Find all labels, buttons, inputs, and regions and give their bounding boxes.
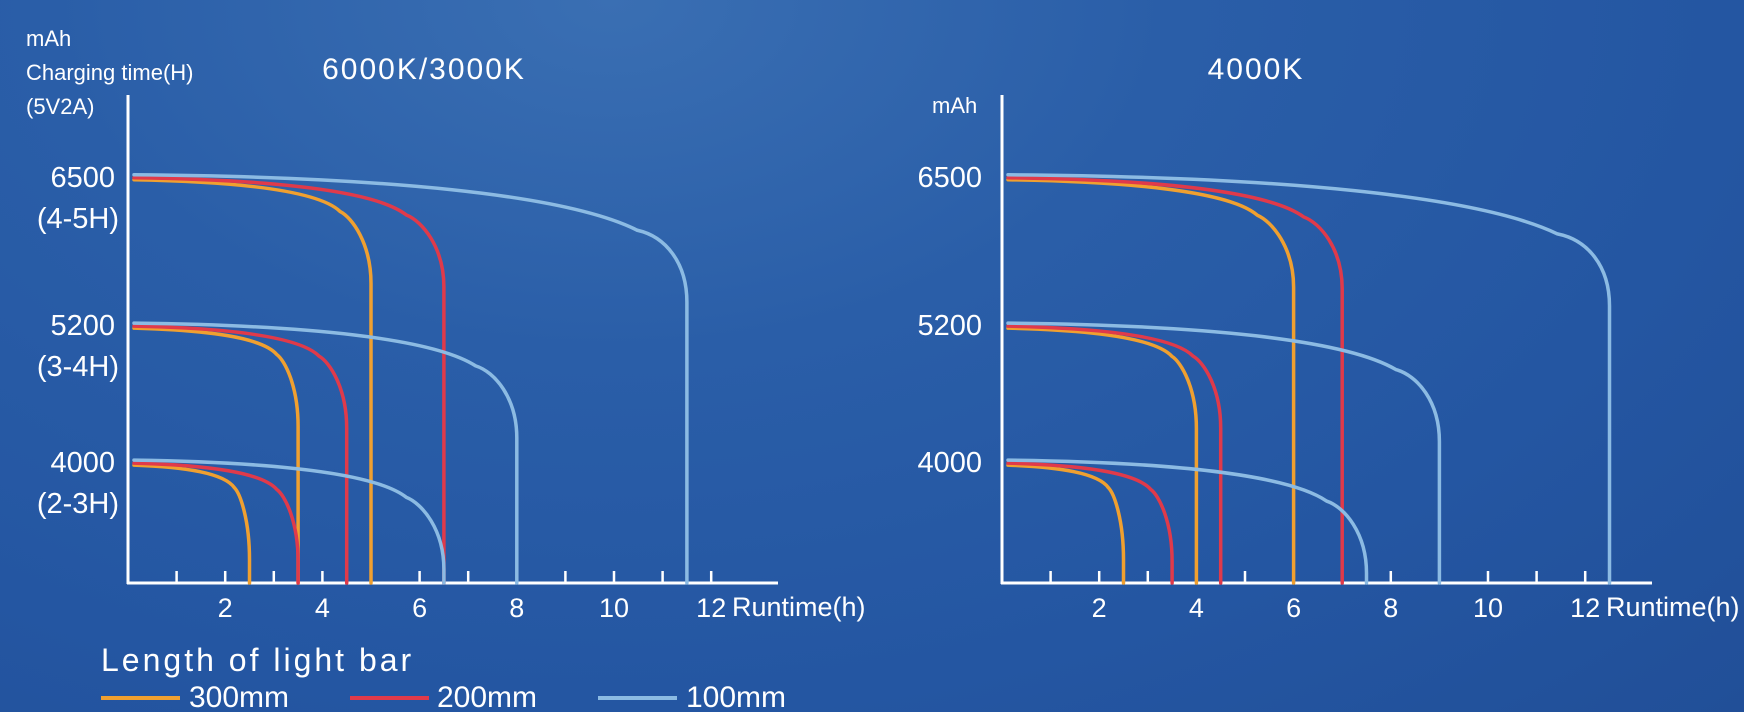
left-curve-5200-200mm	[132, 324, 349, 585]
right-curve-5200-100mm	[1006, 321, 1442, 585]
left-x-tick-label-8: 8	[509, 593, 524, 623]
right-curve-4000-200mm	[1006, 461, 1174, 585]
left-x-tick-label-2: 2	[218, 593, 233, 623]
left-y-label-line-2: Charging time(H)	[26, 60, 194, 85]
legend-title: Length of light bar	[101, 642, 414, 678]
right-curve-6500-100mm	[1006, 173, 1612, 585]
right-x-tick-label-10: 10	[1473, 593, 1503, 623]
left-x-tick-label-10: 10	[599, 593, 629, 623]
left-y-label-5200: 5200	[50, 310, 115, 342]
right-y-label-5200: 5200	[917, 310, 982, 342]
legend-label-300mm: 300mm	[189, 681, 289, 712]
legend: Length of light bar 300mm 200mm 100mm	[101, 642, 786, 712]
left-curve-4000-100mm	[132, 458, 446, 585]
left-y-label-line-3: (5V2A)	[26, 94, 94, 119]
left-curve-5200-300mm	[132, 326, 300, 585]
left-y-label-4000: 4000	[50, 447, 115, 479]
left-x-tick-label-12: 12	[696, 593, 726, 623]
left-y-label-6500: 6500	[50, 162, 115, 194]
right-x-tick-label-6: 6	[1286, 593, 1301, 623]
right-curve-5200-200mm	[1006, 324, 1223, 585]
right-x-tick-label-4: 4	[1189, 593, 1204, 623]
right-y-label-line-1: mAh	[932, 93, 977, 118]
right-x-axis-label: Runtime(h)	[1606, 592, 1740, 622]
left-y-sublabel-6500: (4-5H)	[37, 203, 119, 235]
left-x-axis-label: Runtime(h)	[732, 592, 866, 622]
left-x-tick-label-6: 6	[412, 593, 427, 623]
right-chart-title: 4000K	[1208, 53, 1305, 86]
left-y-sublabel-4000: (2-3H)	[37, 488, 119, 520]
right-curve-4000-100mm	[1006, 458, 1369, 585]
left-x-tick-label-4: 4	[315, 593, 330, 623]
right-y-label-6500: 6500	[917, 162, 982, 194]
left-plot: 2 4 6 8 10 12 6500 (4-5H) 5200 (3-4H) 4000 (2-3H)	[37, 95, 778, 623]
right-curve-6500-300mm	[1006, 178, 1296, 585]
left-curve-4000-300mm	[132, 463, 252, 585]
left-curve-4000-200mm	[132, 461, 300, 585]
left-curve-6500-200mm	[132, 176, 446, 585]
left-chart: 6000K/3000K mAh Charging time(H) (5V2A) …	[26, 26, 866, 622]
right-curve-4000-300mm	[1006, 463, 1126, 585]
legend-label-200mm: 200mm	[437, 681, 537, 712]
right-curve-6500-200mm	[1006, 176, 1344, 585]
right-chart: 4000K mAh Runtime(h)	[932, 53, 1740, 622]
left-curve-5200-100mm	[132, 321, 519, 585]
legend-label-100mm: 100mm	[686, 681, 786, 712]
left-y-label-line-1: mAh	[26, 26, 71, 51]
left-curve-6500-100mm	[132, 173, 689, 585]
right-x-tick-label-12: 12	[1570, 593, 1600, 623]
right-x-tick-label-8: 8	[1383, 593, 1398, 623]
left-curve-6500-300mm	[132, 178, 373, 585]
left-y-sublabel-5200: (3-4H)	[37, 351, 119, 383]
left-chart-title: 6000K/3000K	[322, 53, 526, 86]
plot-layer: 2 4 6 8 10 12 6500 (4-5H) 5200 (3-4H) 4000 (2-3H) 2 4…	[37, 95, 1652, 623]
right-y-label-4000: 4000	[917, 447, 982, 479]
right-plot: 2 4 6 8 10 12 6500 5200 4000	[917, 95, 1652, 623]
right-curve-5200-300mm	[1006, 326, 1199, 585]
right-x-tick-label-2: 2	[1092, 593, 1107, 623]
